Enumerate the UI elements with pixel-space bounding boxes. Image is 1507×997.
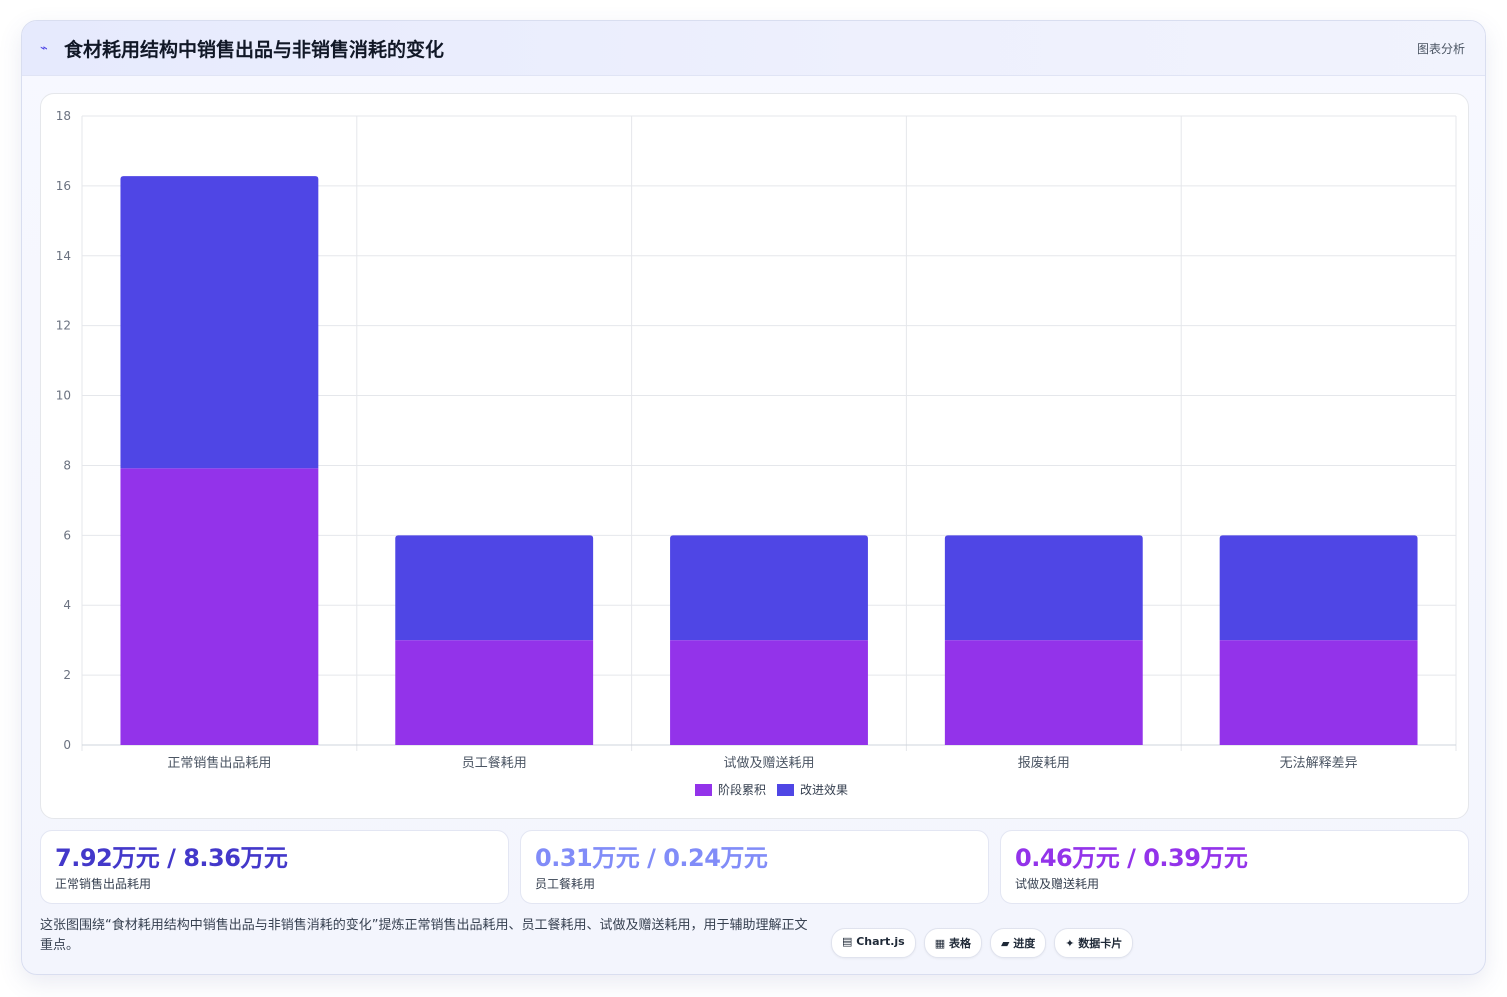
chart-description: 这张图围绕“食材耗用结构中销售出品与非销售消耗的变化”提炼正常销售出品耗用、员工… bbox=[40, 918, 808, 953]
stat-card-1: 7.92万元 / 8.36万元 正常销售出品耗用 bbox=[40, 830, 509, 904]
x-tick-label: 正常销售出品耗用 bbox=[167, 755, 271, 771]
chart-card: ⌁ 食材耗用结构中销售出品与非销售消耗的变化 图表分析 0 2 4 6 8 10 12 14 1… bbox=[21, 20, 1486, 975]
x-tick-label: 试做及赠送耗用 bbox=[723, 756, 814, 771]
legend-swatch bbox=[695, 784, 712, 796]
bar-segment bbox=[395, 535, 594, 641]
bar-segment bbox=[1219, 640, 1418, 745]
bar-segment bbox=[944, 640, 1143, 745]
chart-line-icon: ⌁ bbox=[40, 40, 48, 56]
card-footer: 这张图围绕“食材耗用结构中销售出品与非销售消耗的变化”提炼正常销售出品耗用、员工… bbox=[40, 916, 1469, 960]
bar-segment bbox=[395, 640, 594, 745]
stat-label: 员工餐耗用 bbox=[535, 877, 596, 891]
tag-table[interactable]: ▦ 表格 bbox=[923, 928, 982, 958]
y-tick-label: 18 bbox=[56, 109, 71, 123]
bar-segment bbox=[944, 535, 1143, 641]
tag-data-card[interactable]: ✦ 数据卡片 bbox=[1054, 928, 1134, 958]
legend-label: 阶段累积 bbox=[718, 782, 766, 797]
y-tick-label: 2 bbox=[63, 668, 71, 682]
page-title: 食材耗用结构中销售出品与非销售消耗的变化 bbox=[64, 38, 445, 61]
bar-segment bbox=[120, 176, 319, 469]
chart-analysis-link[interactable]: 图表分析 bbox=[1416, 41, 1465, 56]
stat-card-2: 0.31万元 / 0.24万元 员工餐耗用 bbox=[520, 830, 989, 904]
x-tick-label: 报废耗用 bbox=[1018, 755, 1070, 771]
y-tick-label: 4 bbox=[63, 598, 71, 612]
legend-label: 改进效果 bbox=[800, 782, 848, 797]
stat-value: 0.46万元 / 0.39万元 bbox=[1015, 844, 1248, 872]
header-title-group: ⌁ 食材耗用结构中销售出品与非销售消耗的变化 bbox=[40, 35, 444, 62]
y-tick-label: 12 bbox=[56, 319, 71, 333]
y-tick-label: 16 bbox=[56, 179, 71, 193]
stacked-bar-chart: 0 2 4 6 8 10 12 14 16 18 正常销售出品耗用 员工餐耗用 试做及赠送耗用 报废耗用 无… bbox=[56, 109, 1457, 797]
y-tick-label: 10 bbox=[56, 389, 71, 403]
y-tick-label: 8 bbox=[63, 458, 71, 472]
y-tick-label: 6 bbox=[63, 528, 71, 542]
stat-cards: 7.92万元 / 8.36万元 正常销售出品耗用 0.31万元 / 0.24万元… bbox=[40, 830, 1469, 904]
bar-segment bbox=[120, 468, 319, 745]
bar-segment bbox=[670, 535, 868, 641]
tag-chartjs[interactable]: ▤ Chart.js bbox=[831, 928, 916, 958]
stat-value: 0.31万元 / 0.24万元 bbox=[535, 844, 768, 872]
tag-list: ▤ Chart.js ▦ 表格 ▰ 进度 ✦ 数据卡片 bbox=[831, 928, 1134, 958]
y-tick-label: 0 bbox=[63, 738, 71, 752]
x-tick-label: 无法解释差异 bbox=[1280, 756, 1358, 771]
stat-value: 7.92万元 / 8.36万元 bbox=[55, 844, 288, 872]
bar-segment bbox=[670, 640, 868, 745]
stat-label: 正常销售出品耗用 bbox=[55, 877, 152, 891]
bar-segment bbox=[1219, 535, 1418, 641]
x-tick-label: 员工餐耗用 bbox=[462, 755, 527, 771]
chart-container: 0 2 4 6 8 10 12 14 16 18 正常销售出品耗用 员工餐耗用 试做及赠送耗用 报废耗用 无… bbox=[40, 93, 1469, 819]
card-header: ⌁ 食材耗用结构中销售出品与非销售消耗的变化 图表分析 bbox=[22, 21, 1485, 76]
stat-label: 试做及赠送耗用 bbox=[1015, 877, 1100, 891]
y-tick-label: 14 bbox=[56, 249, 71, 263]
legend-swatch bbox=[777, 784, 794, 796]
tag-progress[interactable]: ▰ 进度 bbox=[989, 928, 1047, 958]
stat-card-3: 0.46万元 / 0.39万元 试做及赠送耗用 bbox=[1000, 830, 1469, 904]
